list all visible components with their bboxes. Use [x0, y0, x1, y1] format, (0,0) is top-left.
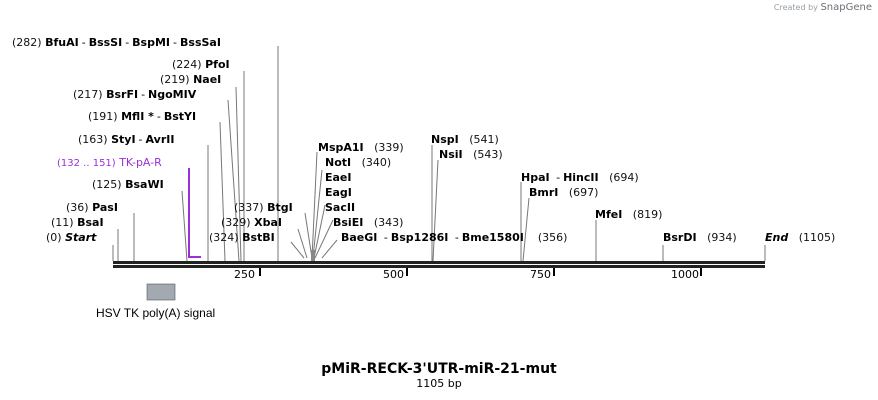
site-btgi[interactable]: (337) BtgI: [234, 201, 293, 214]
site-bfuai-group[interactable]: (282) BfuAI - BssSI - BspMI - BssSaI: [12, 36, 221, 49]
site-bsrfi-group[interactable]: (217) BsrFI - NgoMIV: [73, 88, 197, 101]
backbone-top-strand: [113, 261, 765, 264]
site-bsai[interactable]: (11) BsaI: [51, 216, 104, 229]
site-mspa1i[interactable]: MspA1I (339): [318, 141, 404, 154]
site-bsawi[interactable]: (125) BsaWI: [92, 178, 164, 191]
site-baegi-group[interactable]: BaeGI - Bsp1286I - Bme1580I (356): [341, 231, 568, 244]
site-noti[interactable]: NotI (340): [325, 156, 392, 169]
snapgene-credit: Created by SnapGene: [773, 2, 872, 13]
site-sacii[interactable]: SacII: [325, 201, 356, 214]
site-nspi[interactable]: NspI (541): [431, 133, 499, 146]
site-bmri[interactable]: BmrI (697): [529, 186, 599, 199]
site-bsrdi[interactable]: BsrDI (934): [663, 231, 737, 244]
ruler-tick-1000: 1000: [671, 268, 699, 281]
site-pasi[interactable]: (36) PasI: [66, 201, 118, 214]
site-start[interactable]: (0) Start: [46, 231, 97, 244]
site-pfoi[interactable]: (224) PfoI: [172, 58, 230, 71]
site-end[interactable]: End (1105): [765, 231, 836, 244]
primer-arrow: [188, 168, 201, 258]
site-hpai-group[interactable]: HpaI - HincII (694): [521, 171, 639, 184]
site-styi-group[interactable]: (163) StyI - AvrII: [78, 133, 175, 146]
site-bsiei[interactable]: BsiEI (343): [333, 216, 404, 229]
ruler-tick-500: 500: [383, 268, 404, 281]
site-eaei[interactable]: EaeI: [325, 171, 352, 184]
plasmid-length: 1105 bp: [416, 377, 462, 390]
site-naei[interactable]: (219) NaeI: [160, 73, 222, 86]
backbone-bottom-strand: [113, 265, 765, 268]
ruler-tick-250: 250: [234, 268, 255, 281]
primer-label[interactable]: (132 .. 151) TK-pA-R: [57, 156, 162, 169]
plasmid-title: pMiR-RECK-3'UTR-miR-21-mut: [321, 361, 557, 377]
ruler-tick-750: 750: [530, 268, 551, 281]
site-eagi[interactable]: EagI: [325, 186, 352, 199]
site-mfei[interactable]: MfeI (819): [595, 208, 663, 221]
site-nsii[interactable]: NsiI (543): [439, 148, 503, 161]
site-xbai[interactable]: (329) XbaI: [221, 216, 282, 229]
feature-label[interactable]: HSV TK poly(A) signal: [96, 306, 216, 320]
site-mfli-group[interactable]: (191) MflI * - BstYI: [88, 110, 197, 123]
site-bstbi[interactable]: (324) BstBI: [209, 231, 275, 244]
feature-box: [146, 283, 176, 301]
